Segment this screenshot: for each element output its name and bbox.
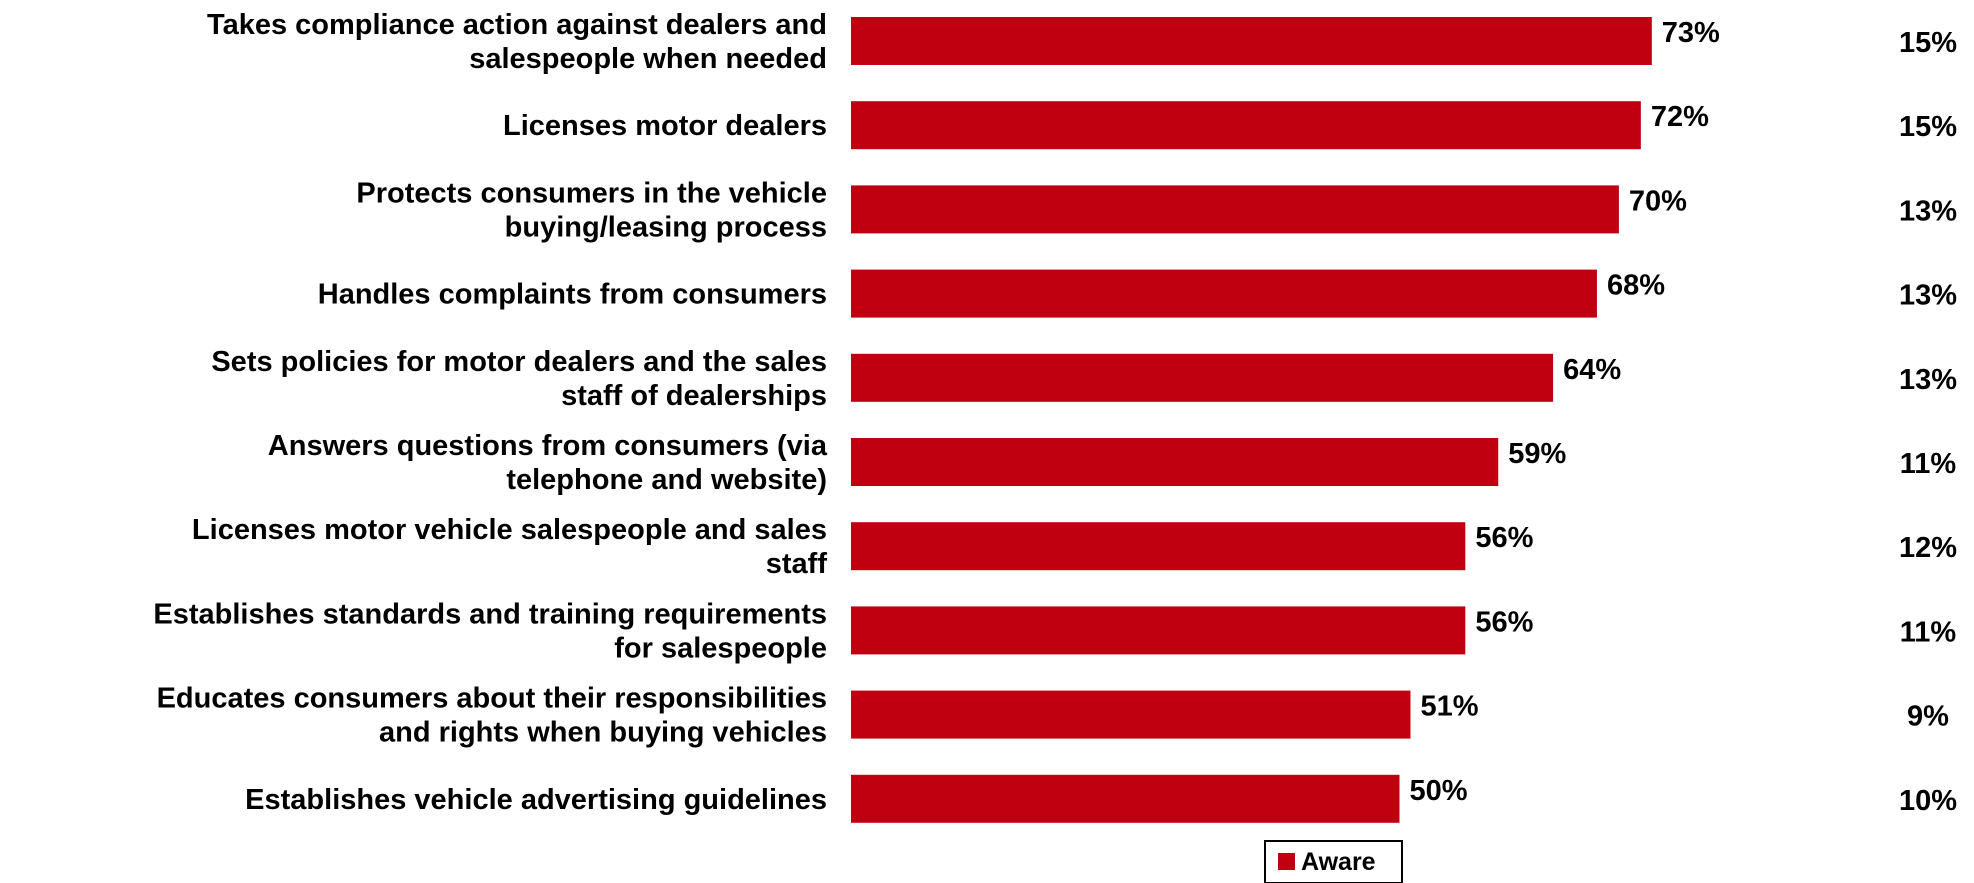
bar-value-label: 59%: [1508, 438, 1566, 470]
side-column-label: 15%: [1899, 111, 1957, 143]
bar: [851, 101, 1641, 150]
category-label: buying/leasing process: [505, 211, 827, 243]
category-label: Answers questions from consumers (via: [268, 430, 828, 462]
category-label: Establishes standards and training requi…: [153, 598, 827, 630]
category-label: and rights when buying vehicles: [379, 717, 827, 749]
side-column-labels-group: 15% 15% 13% 13% 13% 11% 12% 11% 9% 10%: [1899, 27, 1957, 817]
category-label: Licenses motor vehicle salespeople and s…: [192, 514, 827, 546]
side-column-label: 13%: [1899, 280, 1957, 312]
bar-value-label: 56%: [1475, 522, 1533, 554]
bar-value-label: 73%: [1662, 17, 1720, 49]
bar-value-label: 50%: [1410, 775, 1468, 807]
category-label: Takes compliance action against dealers …: [207, 9, 827, 41]
side-column-label: 12%: [1899, 532, 1957, 564]
category-label: staff of dealerships: [561, 380, 827, 412]
category-label: Sets policies for motor dealers and the …: [211, 346, 827, 378]
side-column-label: 11%: [1900, 616, 1957, 648]
side-column-label: 10%: [1899, 785, 1957, 817]
bar: [851, 438, 1499, 486]
category-label: salespeople when needed: [469, 43, 827, 75]
bar: [851, 774, 1400, 823]
category-label: Protects consumers in the vehicle: [356, 177, 827, 209]
legend: Aware: [1264, 840, 1403, 883]
value-labels-group: 73% 72% 70% 68% 64% 59% 56% 56% 51% 50%: [1410, 17, 1721, 807]
bar: [851, 269, 1597, 318]
category-label: Educates consumers about their responsib…: [157, 683, 827, 715]
category-label: for salespeople: [614, 632, 827, 664]
category-label: staff: [766, 548, 828, 580]
category-labels-group: Takes compliance action against dealers …: [153, 9, 828, 816]
category-label: telephone and website): [506, 464, 827, 496]
category-label: Handles complaints from consumers: [318, 279, 827, 311]
bar-value-label: 70%: [1629, 185, 1687, 217]
bar: [851, 353, 1554, 402]
bar: [851, 17, 1652, 65]
bar-value-label: 51%: [1420, 691, 1478, 723]
legend-label-aware: Aware: [1301, 848, 1376, 876]
bar: [851, 185, 1619, 234]
side-column-label: 9%: [1907, 701, 1949, 733]
category-label: Establishes vehicle advertising guidelin…: [245, 784, 827, 816]
bar: [851, 522, 1466, 571]
bar-value-label: 56%: [1475, 606, 1533, 638]
legend-swatch-aware: [1278, 853, 1295, 870]
side-column-label: 11%: [1900, 448, 1957, 480]
bar-value-label: 64%: [1563, 354, 1621, 386]
side-column-label: 15%: [1899, 27, 1957, 59]
bars-group: [851, 17, 1652, 823]
bar-value-label: 68%: [1607, 270, 1665, 302]
side-column-label: 13%: [1899, 364, 1957, 396]
bar: [851, 690, 1411, 739]
bar-value-label: 72%: [1651, 101, 1709, 133]
category-label: Licenses motor dealers: [503, 110, 827, 142]
bar: [851, 606, 1466, 655]
side-column-label: 13%: [1899, 195, 1957, 227]
